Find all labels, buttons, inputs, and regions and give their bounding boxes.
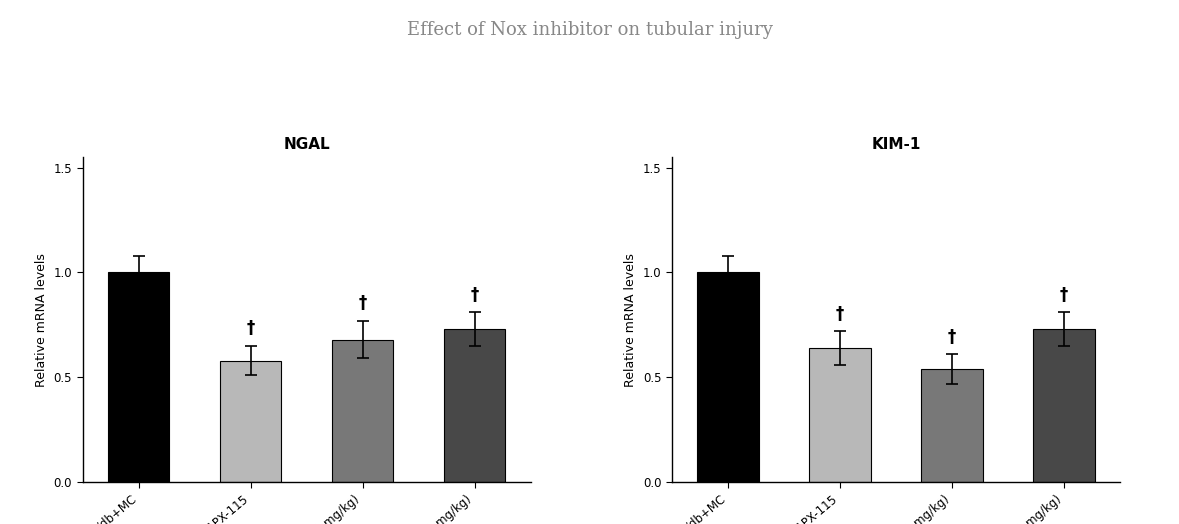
Text: †: † (836, 305, 844, 323)
Y-axis label: Relative mRNA levels: Relative mRNA levels (625, 253, 638, 387)
Bar (219, 361, 282, 482)
Text: †: † (1060, 286, 1068, 304)
Bar (697, 272, 759, 482)
Title: KIM-1: KIM-1 (871, 137, 921, 152)
Text: †: † (470, 286, 479, 304)
Bar (921, 369, 983, 482)
Bar (331, 340, 394, 482)
Title: NGAL: NGAL (283, 137, 330, 152)
Bar (443, 329, 506, 482)
Text: †: † (358, 294, 367, 312)
Bar (1033, 329, 1095, 482)
Text: †: † (246, 320, 255, 337)
Bar (809, 348, 871, 482)
Text: Effect of Nox inhibitor on tubular injury: Effect of Nox inhibitor on tubular injur… (407, 21, 772, 39)
Bar (107, 272, 170, 482)
Y-axis label: Relative mRNA levels: Relative mRNA levels (35, 253, 48, 387)
Text: †: † (948, 328, 956, 346)
